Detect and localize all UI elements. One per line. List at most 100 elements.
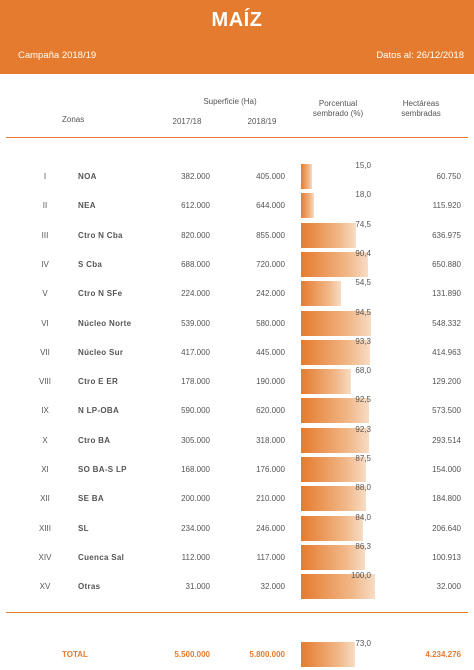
percent-bar bbox=[301, 222, 357, 248]
header-percent-line1: Porcentual bbox=[318, 99, 358, 108]
zone-number: III bbox=[41, 230, 49, 240]
zone-name: Ctro N Cba bbox=[78, 230, 123, 240]
zone-name: NOA bbox=[78, 172, 97, 181]
percent-value: 92,5 bbox=[355, 395, 371, 405]
table-row: VII Núcleo Sur 417.000 445.000 93,3 414.963 bbox=[0, 337, 474, 377]
surface-2017: 224.000 bbox=[181, 289, 210, 299]
table-row: IX N LP-OBA 590.000 620.000 92,5 573.500 bbox=[0, 395, 474, 435]
hectares-sown: 293.514 bbox=[432, 435, 461, 445]
zone-number: XIII bbox=[38, 523, 51, 533]
percent-value: 86,3 bbox=[355, 541, 371, 551]
campaign-label: Campaña 2018/19 bbox=[18, 50, 97, 61]
zone-number: I bbox=[43, 172, 47, 181]
zone-number: V bbox=[42, 289, 48, 299]
total-label: TOTAL bbox=[62, 650, 88, 659]
zone-number: IX bbox=[41, 406, 49, 416]
table-row: VI Núcleo Norte 539.000 580.000 94,5 548.332 bbox=[0, 308, 474, 348]
percent-cell: 68,0 bbox=[301, 366, 375, 395]
percent-cell: 18,0 bbox=[301, 190, 375, 219]
percent-cell: 92,3 bbox=[301, 424, 375, 453]
header-percent-line2: sembrado (%) bbox=[312, 109, 364, 118]
percent-value: 90,4 bbox=[355, 248, 371, 258]
table-row: XV Otras 31.000 32.000 100,0 32.000 bbox=[0, 571, 474, 611]
zone-number: XV bbox=[39, 582, 51, 592]
hectares-sown: 548.332 bbox=[432, 318, 461, 328]
table-row: XIV Cuenca Sal 112.000 117.000 86,3 100.913 bbox=[0, 542, 474, 582]
surface-2018: 580.000 bbox=[256, 318, 285, 328]
zone-name: SO BA-S LP bbox=[78, 465, 127, 474]
hectares-sown: 60.750 bbox=[436, 172, 461, 181]
percent-bar bbox=[301, 281, 342, 307]
surface-2017: 178.000 bbox=[181, 377, 210, 387]
percent-cell: 90,4 bbox=[301, 248, 375, 277]
zone-name: SE BA bbox=[78, 494, 104, 504]
hectares-sown: 32.000 bbox=[436, 582, 461, 592]
zone-number: XI bbox=[41, 465, 49, 474]
percent-bar bbox=[301, 369, 352, 395]
surface-2017: 539.000 bbox=[181, 318, 210, 328]
surface-2018: 620.000 bbox=[256, 406, 285, 416]
zone-name: SL bbox=[78, 523, 89, 533]
percent-cell: 94,5 bbox=[301, 307, 375, 336]
data-date-label: Datos al: 26/12/2018 bbox=[376, 50, 464, 61]
table-row: VIII Ctro E ER 178.000 190.000 68,0 129.200 bbox=[0, 366, 474, 406]
percent-bar bbox=[301, 427, 370, 453]
header-hectares: Hectáreas sembradas bbox=[386, 99, 456, 119]
table-row: XI SO BA-S LP 168.000 176.000 87,5 154.000 bbox=[0, 454, 474, 494]
zone-number: X bbox=[42, 435, 48, 445]
table-row: X Ctro BA 305.000 318.000 92,3 293.514 bbox=[0, 425, 474, 465]
zone-name: Ctro E ER bbox=[78, 377, 119, 387]
zone-number: VI bbox=[41, 318, 49, 328]
total-2017: 5.500.000 bbox=[174, 650, 210, 659]
total-percent-value: 73,0 bbox=[355, 639, 371, 648]
hectares-sown: 636.975 bbox=[432, 230, 461, 240]
surface-2017: 688.000 bbox=[181, 259, 210, 269]
zone-name: Ctro BA bbox=[78, 435, 111, 445]
percent-value: 92,3 bbox=[355, 424, 371, 434]
percent-value: 94,5 bbox=[355, 307, 371, 317]
percent-bar bbox=[301, 398, 370, 424]
header-hectares-line1: Hectáreas bbox=[402, 99, 440, 108]
header-hectares-line2: sembradas bbox=[401, 109, 441, 118]
percent-value: 88,0 bbox=[355, 483, 371, 493]
percent-bar bbox=[301, 544, 365, 570]
total-row: TOTAL 5.500.000 5.800.000 73,0 4.234.276 bbox=[0, 639, 474, 670]
surface-2017: 382.000 bbox=[181, 172, 210, 181]
percent-bar bbox=[301, 515, 364, 541]
percent-cell: 84,0 bbox=[301, 513, 375, 541]
table-row: I NOA 382.000 405.000 15,0 60.750 bbox=[0, 161, 474, 201]
percent-bar bbox=[301, 574, 375, 600]
surface-2017: 612.000 bbox=[181, 201, 210, 211]
percent-value: 93,3 bbox=[355, 336, 371, 346]
hectares-sown: 115.920 bbox=[432, 201, 461, 211]
percent-cell: 86,3 bbox=[301, 541, 375, 570]
surface-2017: 31.000 bbox=[185, 582, 210, 592]
surface-2017: 590.000 bbox=[181, 406, 210, 416]
hectares-sown: 573.500 bbox=[432, 406, 461, 416]
total-2018: 5.800.000 bbox=[249, 650, 285, 659]
surface-2017: 820.000 bbox=[181, 230, 210, 240]
surface-2018: 318.000 bbox=[256, 435, 285, 445]
surface-2018: 242.000 bbox=[256, 289, 285, 299]
surface-2018: 720.000 bbox=[256, 259, 285, 269]
surface-2017: 305.000 bbox=[181, 435, 210, 445]
surface-2018: 855.000 bbox=[256, 230, 285, 240]
table-row: II NEA 612.000 644.000 18,0 115.920 bbox=[0, 190, 474, 230]
percent-cell: 93,3 bbox=[301, 336, 375, 365]
surface-2017: 112.000 bbox=[181, 552, 210, 562]
table-row: V Ctro N SFe 224.000 242.000 54,5 131.890 bbox=[0, 278, 474, 318]
page-title: MAÍZ bbox=[211, 9, 263, 31]
hectares-sown: 131.890 bbox=[432, 289, 461, 299]
zone-name: N LP-OBA bbox=[78, 406, 120, 416]
header-surface: Superficie (Ha) bbox=[203, 97, 257, 106]
surface-2018: 405.000 bbox=[256, 172, 285, 181]
zone-name: Núcleo Sur bbox=[78, 347, 124, 357]
header-zones: Zonas bbox=[62, 115, 85, 124]
title-banner: MAÍZ Campaña 2018/19 Datos al: 26/12/201… bbox=[0, 0, 474, 74]
surface-2018: 246.000 bbox=[256, 523, 285, 533]
surface-2018: 445.000 bbox=[256, 347, 285, 357]
table-row: XIII SL 234.000 246.000 84,0 206.640 bbox=[0, 513, 474, 553]
zone-number: XII bbox=[40, 494, 50, 504]
zone-name: Cuenca Sal bbox=[78, 552, 125, 562]
zone-name: Ctro N SFe bbox=[78, 289, 123, 299]
